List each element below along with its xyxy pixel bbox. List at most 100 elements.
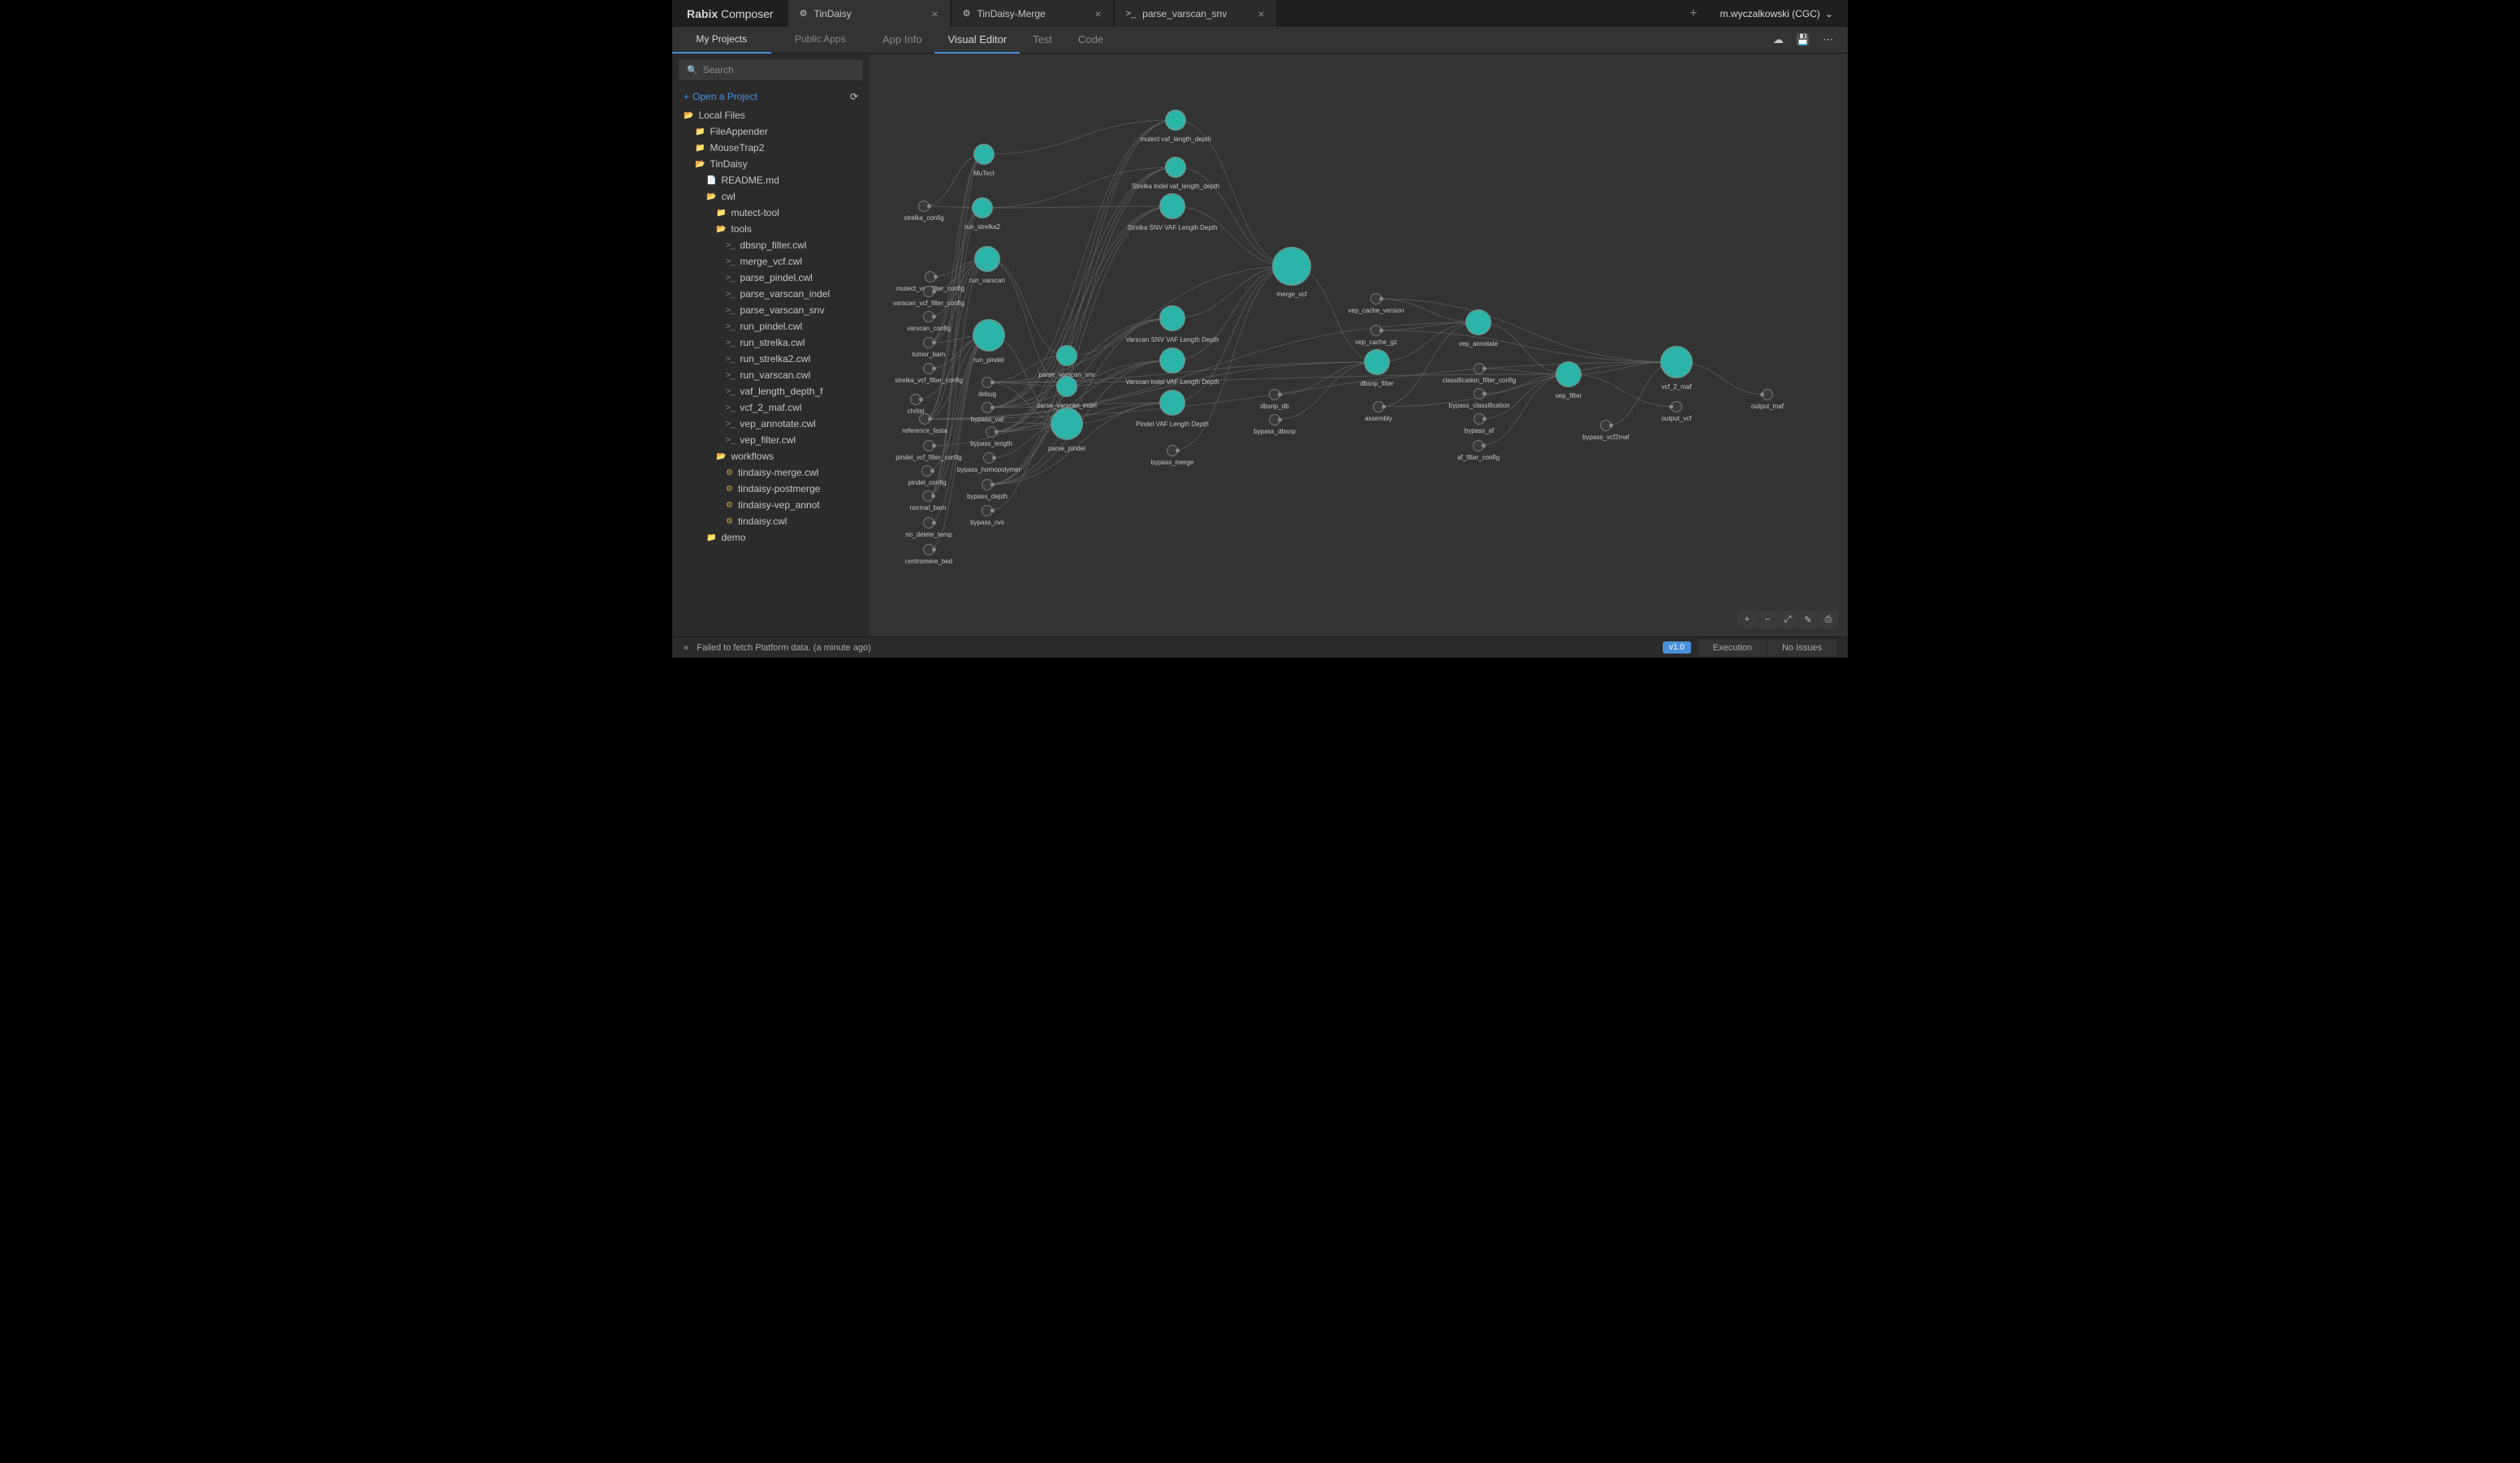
tree-item[interactable]: 📁mutect-tool — [672, 205, 869, 221]
tree-item[interactable]: >_run_varscan.cwl — [672, 367, 869, 383]
tool-node[interactable] — [1051, 408, 1083, 440]
workflow-canvas[interactable]: +−⤢✎⎙ strelka_configmutect_vcf_filter_co… — [869, 54, 1848, 637]
input-port[interactable] — [982, 377, 993, 388]
input-port[interactable] — [923, 311, 934, 322]
tool-node[interactable] — [1556, 361, 1581, 387]
tool-node[interactable] — [973, 319, 1005, 352]
tree-item[interactable]: >_vaf_length_depth_f — [672, 383, 869, 399]
canvas-control-button[interactable]: ✎ — [1798, 611, 1818, 628]
tool-node[interactable] — [1272, 247, 1311, 286]
input-port[interactable] — [923, 286, 934, 297]
tool-node[interactable] — [973, 144, 995, 165]
input-port[interactable] — [919, 413, 930, 425]
tree-item[interactable]: 📁MouseTrap2 — [672, 140, 869, 156]
input-port[interactable] — [918, 201, 930, 212]
collapse-panel-icon[interactable]: « — [684, 643, 688, 653]
input-port[interactable] — [983, 452, 995, 464]
issues-button[interactable]: No Issues — [1767, 640, 1836, 656]
input-port[interactable] — [922, 490, 934, 502]
canvas-control-button[interactable]: − — [1758, 611, 1777, 628]
input-port[interactable] — [1600, 420, 1612, 431]
input-port[interactable] — [923, 337, 934, 348]
add-tab-button[interactable]: + — [1681, 6, 1705, 21]
more-icon[interactable]: ⋯ — [1823, 33, 1833, 46]
tool-node[interactable] — [1660, 346, 1693, 378]
sidebar-tab-public-apps[interactable]: Public Apps — [771, 27, 870, 54]
tool-node[interactable] — [1159, 193, 1185, 219]
input-port[interactable] — [910, 394, 921, 405]
refresh-icon[interactable]: ⟳ — [850, 91, 858, 102]
tree-item[interactable]: >_run_pindel.cwl — [672, 318, 869, 334]
tree-item[interactable]: 📁demo — [672, 529, 869, 546]
input-port[interactable] — [1269, 414, 1280, 425]
tree-item[interactable]: ⚙tindaisy-vep_annot — [672, 497, 869, 513]
tree-item[interactable]: >_dbsnp_filter.cwl — [672, 237, 869, 253]
tool-node[interactable] — [972, 197, 993, 218]
input-port[interactable] — [1370, 325, 1382, 336]
tree-item[interactable]: 📂workflows — [672, 448, 869, 464]
canvas-control-button[interactable]: ⤢ — [1778, 611, 1797, 628]
tool-node[interactable] — [1465, 309, 1491, 335]
tool-node[interactable] — [1159, 305, 1185, 331]
input-port[interactable] — [923, 363, 934, 374]
canvas-control-button[interactable]: + — [1737, 611, 1757, 628]
cloud-download-icon[interactable]: ☁ — [1773, 33, 1784, 46]
tool-node[interactable] — [1165, 157, 1186, 178]
tool-node[interactable] — [1056, 376, 1077, 397]
subtab-app-info[interactable]: App Info — [869, 27, 934, 54]
input-port[interactable] — [921, 465, 933, 477]
tool-node[interactable] — [974, 246, 1000, 272]
execution-button[interactable]: Execution — [1698, 640, 1767, 656]
tree-item[interactable]: >_parse_pindel.cwl — [672, 270, 869, 286]
input-port[interactable] — [923, 544, 934, 555]
tree-item[interactable]: ⚙tindaisy-merge.cwl — [672, 464, 869, 481]
search-input[interactable]: 🔍 Search — [679, 59, 863, 80]
tree-item[interactable]: ⚙tindaisy.cwl — [672, 513, 869, 529]
input-port[interactable] — [982, 505, 993, 516]
input-port[interactable] — [925, 271, 936, 283]
subtab-test[interactable]: Test — [1020, 27, 1065, 54]
sidebar-tab-my-projects[interactable]: My Projects — [672, 27, 771, 54]
tree-item[interactable]: >_vep_filter.cwl — [672, 432, 869, 448]
input-port[interactable] — [1474, 363, 1485, 374]
tree-item[interactable]: ⚙tindaisy-postmerge — [672, 481, 869, 497]
tree-item[interactable]: 📁FileAppender — [672, 123, 869, 140]
tree-item[interactable]: >_parse_varscan_indel — [672, 286, 869, 302]
input-port[interactable] — [982, 479, 993, 490]
tool-node[interactable] — [1056, 345, 1077, 366]
output-port[interactable] — [1671, 401, 1682, 412]
input-port[interactable] — [1474, 388, 1485, 399]
tree-item[interactable]: 📂cwl — [672, 188, 869, 205]
canvas-control-button[interactable]: ⎙ — [1819, 611, 1838, 628]
input-port[interactable] — [1473, 440, 1484, 451]
tool-node[interactable] — [1165, 110, 1186, 131]
input-port[interactable] — [1269, 389, 1280, 400]
input-port[interactable] — [1373, 401, 1384, 412]
input-port[interactable] — [923, 440, 934, 451]
input-port[interactable] — [986, 426, 997, 438]
input-port[interactable] — [982, 402, 993, 413]
subtab-visual-editor[interactable]: Visual Editor — [934, 27, 1020, 54]
input-port[interactable] — [1474, 413, 1485, 425]
input-port[interactable] — [1370, 293, 1382, 304]
tree-item[interactable]: >_run_strelka2.cwl — [672, 351, 869, 367]
tool-node[interactable] — [1364, 349, 1390, 375]
editor-tab[interactable]: ⚙TinDaisy-Merge× — [951, 0, 1114, 27]
open-project-button[interactable]: +Open a Project — [684, 91, 850, 102]
tool-node[interactable] — [1159, 390, 1185, 416]
close-icon[interactable]: × — [1258, 7, 1264, 20]
tree-item[interactable]: >_vep_annotate.cwl — [672, 416, 869, 432]
close-icon[interactable]: × — [1094, 7, 1101, 20]
input-port[interactable] — [923, 517, 934, 529]
close-icon[interactable]: × — [931, 7, 938, 20]
tool-node[interactable] — [1159, 347, 1185, 373]
tree-item[interactable]: >_parse_varscan_snv — [672, 302, 869, 318]
tree-item[interactable]: 📂Local Files — [672, 107, 869, 123]
tree-item[interactable]: >_vcf_2_maf.cwl — [672, 399, 869, 416]
subtab-code[interactable]: Code — [1065, 27, 1116, 54]
tree-item[interactable]: 📄README.md — [672, 172, 869, 188]
save-icon[interactable]: 💾 — [1797, 33, 1810, 46]
tree-item[interactable]: >_merge_vcf.cwl — [672, 253, 869, 270]
input-port[interactable] — [1167, 445, 1178, 456]
tree-item[interactable]: 📂TinDaisy — [672, 156, 869, 172]
